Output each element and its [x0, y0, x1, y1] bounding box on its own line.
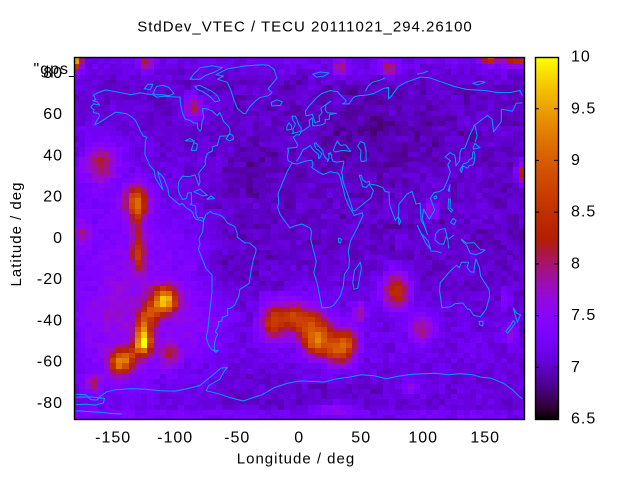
svg-text:9.5: 9.5 — [571, 100, 596, 117]
svg-text:-100: -100 — [157, 429, 193, 446]
svg-text:-80: -80 — [37, 395, 63, 412]
svg-text:100: 100 — [408, 429, 438, 446]
svg-text:40: 40 — [43, 147, 63, 164]
svg-text:60: 60 — [43, 106, 63, 123]
svg-text:6.5: 6.5 — [571, 411, 596, 428]
svg-text:StdDev_VTEC / TECU 20111021_29: StdDev_VTEC / TECU 20111021_294.26100 — [137, 18, 473, 35]
svg-text:80: 80 — [43, 65, 63, 82]
svg-text:-20: -20 — [37, 271, 63, 288]
svg-text:7: 7 — [571, 359, 581, 376]
svg-text:0: 0 — [294, 429, 304, 446]
svg-text:-60: -60 — [37, 354, 63, 371]
svg-text:10: 10 — [571, 49, 591, 66]
svg-text:Latitude / deg: Latitude / deg — [8, 182, 25, 287]
svg-text:0: 0 — [53, 230, 63, 247]
svg-text:50: 50 — [351, 429, 371, 446]
svg-text:-50: -50 — [224, 429, 250, 446]
svg-text:Longitude / deg: Longitude / deg — [237, 451, 355, 468]
svg-text:7.5: 7.5 — [571, 307, 596, 324]
svg-text:20: 20 — [43, 189, 63, 206]
svg-text:150: 150 — [470, 429, 500, 446]
svg-text:-150: -150 — [95, 429, 131, 446]
svg-text:8: 8 — [571, 256, 581, 273]
svg-text:9: 9 — [571, 152, 581, 169]
svg-text:-40: -40 — [37, 312, 63, 329]
svg-text:_: _ — [68, 61, 79, 78]
svg-text:8.5: 8.5 — [571, 204, 596, 221]
svg-text:"gps: "gps — [34, 61, 69, 78]
